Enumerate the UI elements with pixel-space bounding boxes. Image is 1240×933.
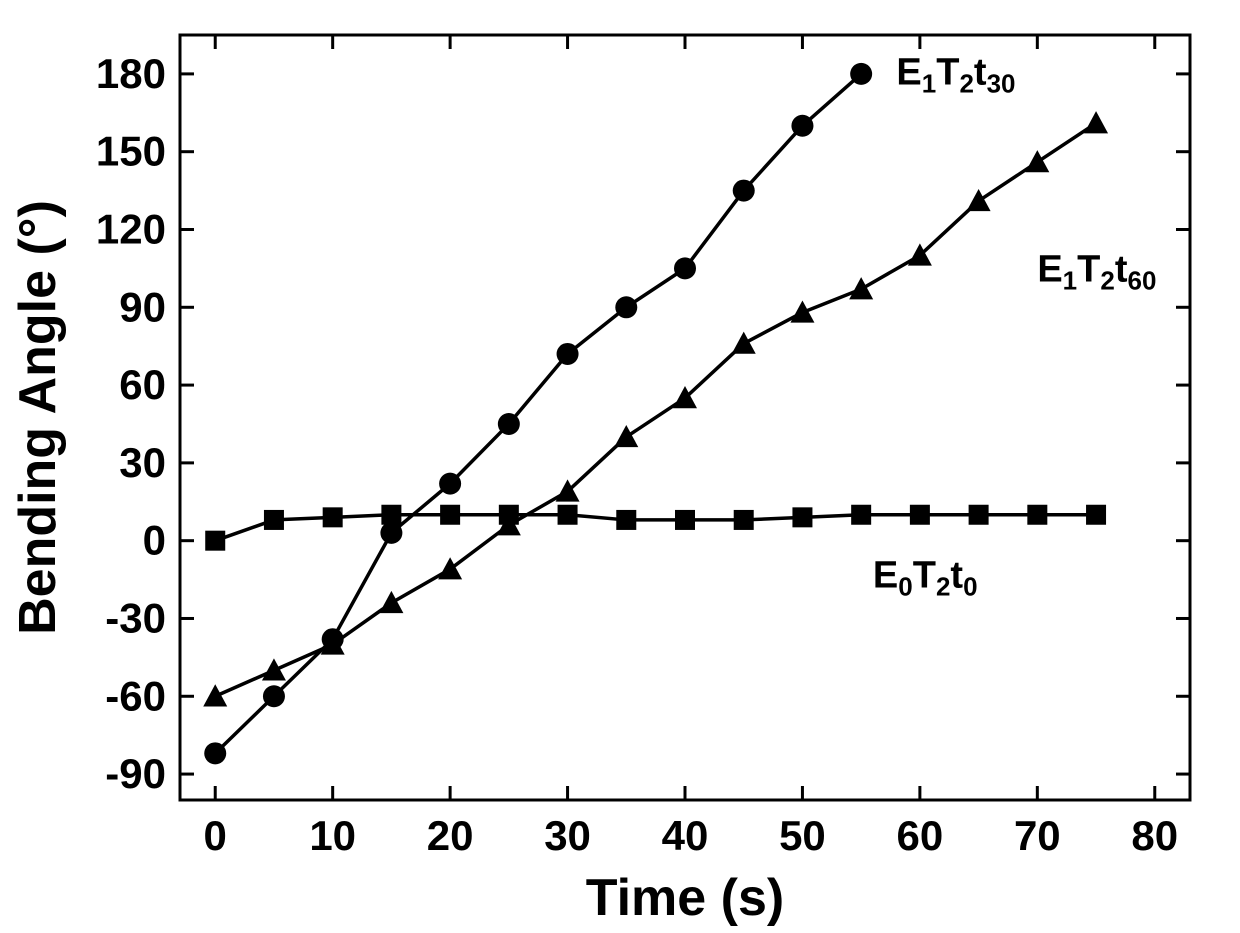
y-tick-label: 150 [96,128,166,175]
y-axis-label: Bending Angle (°) [9,200,67,635]
y-tick-label: 180 [96,50,166,97]
y-tick-label: -60 [105,672,166,719]
x-tick-label: 80 [1131,812,1178,859]
x-axis-label: Time (s) [586,869,784,927]
x-tick-label: 0 [204,812,227,859]
y-tick-label: 90 [119,283,166,330]
y-tick-label: -90 [105,750,166,797]
y-tick-label: -30 [105,594,166,641]
x-tick-label: 10 [309,812,356,859]
x-tick-label: 20 [427,812,474,859]
y-tick-label: 30 [119,439,166,486]
chart-container: 0 10 20 30 40 50 60 70 80 -90 -60 -30 0 30 60 90 120 150 1… [0,0,1240,933]
y-tick-label: 120 [96,205,166,252]
y-tick-label: 0 [143,517,166,564]
y-tick-label: 60 [119,361,166,408]
chart-svg: 0 10 20 30 40 50 60 70 80 -90 -60 -30 0 30 60 90 120 150 1… [0,0,1240,933]
x-tick-label: 40 [662,812,709,859]
series-label-squares: E0T2t0 [873,554,978,601]
x-tick-label: 50 [779,812,826,859]
x-tick-label: 30 [544,812,591,859]
x-tick-label: 70 [1014,812,1061,859]
x-tick-label: 60 [897,812,944,859]
